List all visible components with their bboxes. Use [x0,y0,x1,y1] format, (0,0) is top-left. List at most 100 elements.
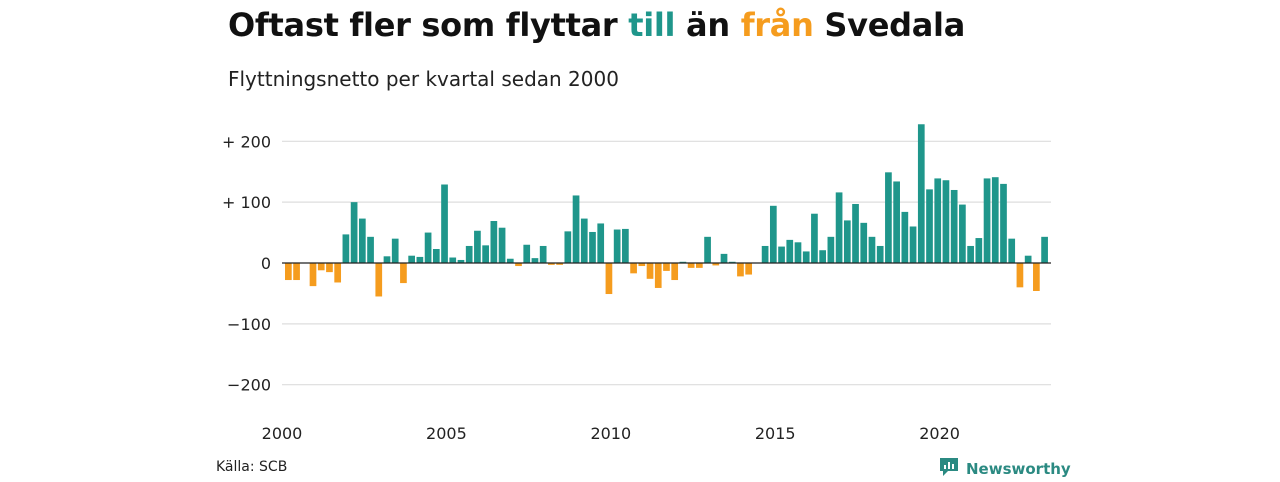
bar [885,172,892,263]
bar [391,238,399,263]
bar [926,189,933,263]
y-axis: + 200 + 100 0 −100 −200 [222,132,271,394]
bar [950,189,958,263]
brand-logo[interactable]: Newsworthy [938,456,1071,482]
bar [293,263,300,281]
bar [794,242,802,263]
bar-series [285,124,1048,297]
x-axis: 2000 2005 2010 2015 2020 [262,424,960,443]
y-tick-label: 0 [261,254,271,273]
bar [539,245,547,263]
bar [416,256,424,264]
bar [1016,263,1024,288]
bar [967,245,974,263]
x-tick-label: 2015 [755,424,796,443]
bar [654,263,662,288]
bar [893,181,900,263]
bar [991,177,999,263]
bar [515,263,522,267]
bar [556,263,563,265]
bar [983,178,991,263]
bar [1024,255,1032,263]
x-tick-label: 2000 [262,424,303,443]
bar [704,236,711,263]
bar [638,263,646,267]
bar [613,229,621,263]
bar [309,263,317,287]
bar [876,245,884,263]
bar [778,246,785,263]
y-tick-label: + 100 [222,193,271,212]
x-tick-label: 2005 [426,424,467,443]
bar [975,238,983,263]
bar [375,263,383,297]
y-tick-label: + 200 [222,132,271,151]
x-tick-label: 2010 [590,424,631,443]
title-part-2: än [675,6,741,44]
bar [326,263,333,273]
source-note: Källa: SCB [216,459,288,475]
bar [358,218,366,263]
bar [605,263,613,295]
chart-title: Oftast fler som flyttar till än från Sve… [228,6,965,44]
bar [802,251,810,263]
bar [1033,263,1040,291]
bar [901,211,909,263]
bar [465,245,473,263]
bar [424,232,432,263]
bar [811,213,818,263]
bar [622,228,629,263]
brand-name: Newsworthy [966,460,1071,478]
bar [679,261,687,263]
bar [408,255,415,263]
bar [728,261,736,263]
bar [367,236,374,263]
bar [737,263,744,277]
bar [523,244,531,264]
bar [490,221,498,263]
bar [317,263,325,271]
bar [909,226,917,263]
title-till: till [628,6,676,44]
bar [334,263,342,283]
bar [852,203,859,263]
bar [572,195,580,263]
bar [843,220,851,264]
bar [959,204,966,263]
bar [350,202,358,263]
bar [630,263,637,274]
bar [564,231,572,263]
bar [934,178,942,263]
bar [548,263,555,265]
bar [342,234,350,263]
bar [819,250,826,263]
bar [383,256,391,263]
bar [400,263,407,284]
bar [531,258,539,263]
newsworthy-logo-icon [938,456,960,482]
bar [506,258,514,263]
y-tick-label: −200 [227,376,271,395]
bar [860,222,868,263]
bar [868,236,876,263]
bar [696,263,703,268]
bar [449,257,457,263]
bar [745,263,753,275]
title-part-3: Svedala [813,6,965,44]
bar [720,253,728,263]
bar [769,205,777,263]
bar [589,231,596,263]
title-fran: från [740,6,814,44]
bar [646,263,654,279]
bar [474,230,481,263]
bar [663,263,670,271]
y-tick-label: −100 [227,315,271,334]
bar [285,263,292,281]
bar [761,245,769,263]
bar [1041,236,1048,263]
bar [580,218,588,263]
x-tick-label: 2020 [919,424,960,443]
bar [498,227,506,263]
bar [432,249,440,263]
